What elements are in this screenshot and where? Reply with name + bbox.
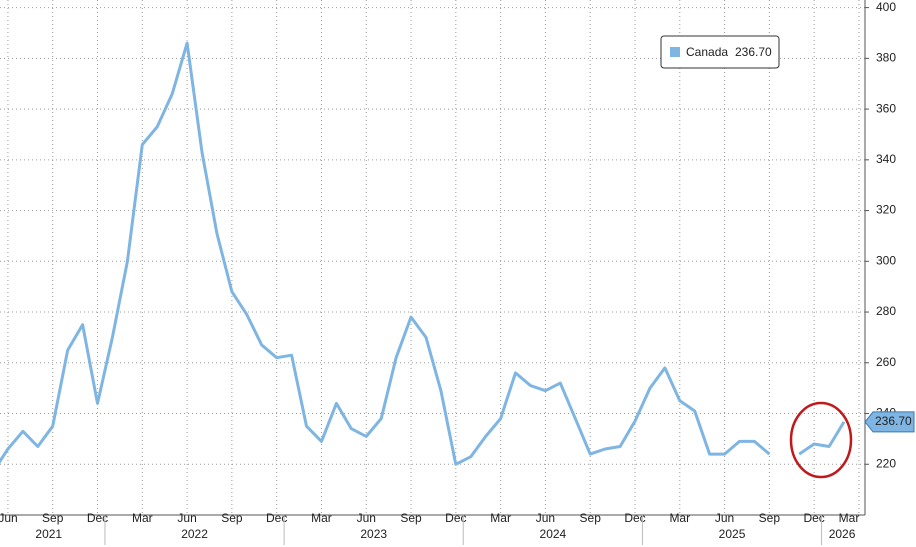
y-tick-label: 320 [876,203,896,217]
x-group-label: 2022 [181,527,208,541]
last-value-tag [864,411,915,433]
y-tick-label: 340 [876,152,896,166]
x-tick-label: Jun [0,511,18,525]
legend-value: 236.70 [735,45,772,59]
x-tick-label: Mar [311,511,332,525]
x-tick-label: Jun [357,511,376,525]
y-tick-label: 400 [876,0,896,14]
x-tick-label: Sep [42,511,64,525]
y-tick-label: 280 [876,304,896,318]
legend: Canada 236.70 [660,35,780,69]
x-tick-label: Dec [87,511,108,525]
y-tick-label: 220 [876,456,896,470]
legend-label: Canada [686,45,728,59]
x-group-label: 2026 [829,527,856,541]
x-tick-label: Mar [839,511,860,525]
y-tick-label: 380 [876,51,896,65]
x-group-label: 2021 [35,527,62,541]
x-tick-label: Dec [266,511,287,525]
x-tick-label: Sep [221,511,243,525]
x-group-label: 2024 [540,527,567,541]
legend-swatch [670,47,680,57]
highlight-circle [789,401,853,479]
x-tick-label: Jun [536,511,555,525]
last-value-label: 236.70 [875,414,912,428]
x-tick-label: Dec [445,511,466,525]
x-tick-label: Dec [624,511,645,525]
x-tick-label: Sep [759,511,781,525]
x-tick-label: Dec [803,511,824,525]
y-tick-label: 260 [876,355,896,369]
y-tick-label: 300 [876,253,896,267]
legend-box [660,35,780,69]
y-tick-label: 360 [876,101,896,115]
x-tick-label: Sep [580,511,602,525]
x-group-label: 2023 [360,527,387,541]
x-tick-label: Jun [177,511,196,525]
x-tick-label: Mar [490,511,511,525]
series-line [798,421,846,456]
x-group-label: 2025 [719,527,746,541]
x-tick-label: Mar [669,511,690,525]
series-line [0,41,771,466]
x-tick-label: Mar [132,511,153,525]
x-tick-label: Sep [400,511,422,525]
x-tick-label: Jun [715,511,734,525]
